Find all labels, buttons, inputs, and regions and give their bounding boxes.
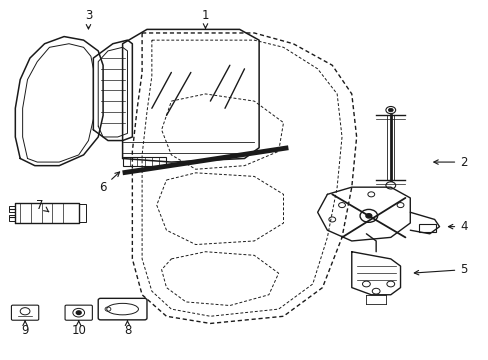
- FancyBboxPatch shape: [418, 224, 435, 232]
- Text: 7: 7: [36, 199, 49, 212]
- Circle shape: [76, 311, 81, 315]
- FancyBboxPatch shape: [79, 204, 86, 222]
- Circle shape: [387, 108, 392, 112]
- Text: 9: 9: [21, 321, 29, 337]
- Text: 5: 5: [413, 263, 467, 276]
- FancyBboxPatch shape: [98, 298, 147, 320]
- Text: 2: 2: [433, 156, 467, 168]
- Text: 10: 10: [71, 321, 86, 337]
- Text: 1: 1: [202, 9, 209, 28]
- Text: 6: 6: [99, 172, 120, 194]
- Text: 8: 8: [123, 321, 131, 337]
- Text: 3: 3: [84, 9, 92, 29]
- FancyBboxPatch shape: [9, 206, 15, 212]
- FancyBboxPatch shape: [9, 215, 15, 221]
- Circle shape: [365, 214, 371, 218]
- FancyBboxPatch shape: [65, 305, 92, 320]
- Text: 4: 4: [447, 220, 467, 233]
- FancyBboxPatch shape: [122, 157, 166, 166]
- FancyBboxPatch shape: [11, 305, 39, 320]
